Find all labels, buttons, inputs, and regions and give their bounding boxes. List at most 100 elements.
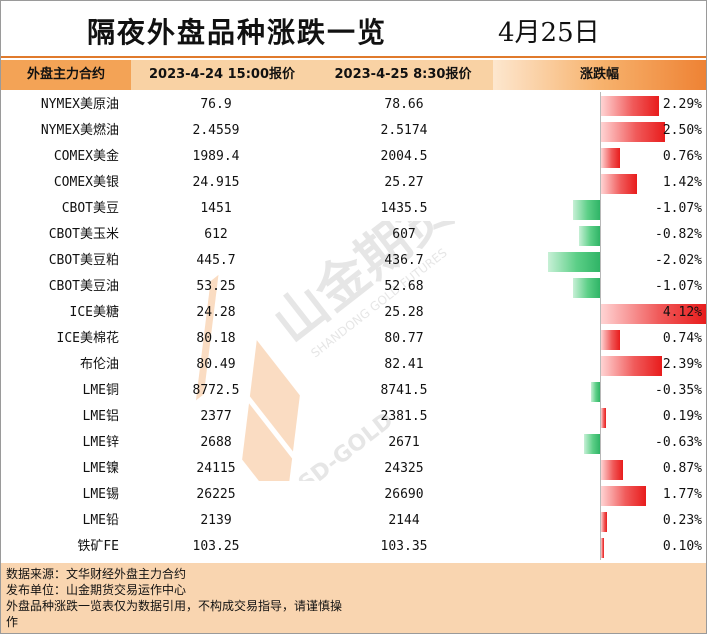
change-bar — [601, 512, 607, 532]
change-percent: 2.39% — [662, 357, 702, 372]
table-row: NYMEX美原油 76.9 78.66 2.29% — [1, 92, 706, 118]
contract-name: LME铝 — [82, 409, 119, 424]
table-row: LME铝 2377 2381.5 0.19% — [1, 404, 706, 430]
contract-name: LME铜 — [82, 383, 119, 398]
price-prev: 24115 — [196, 461, 236, 476]
header-price-2: 2023-4-25 8:30报价 — [313, 60, 493, 90]
price-prev: 8772.5 — [192, 383, 240, 398]
contract-name: LME铅 — [82, 513, 119, 528]
change-percent: 4.12% — [662, 305, 702, 320]
contract-name: NYMEX美原油 — [40, 97, 119, 112]
price-latest: 25.27 — [384, 175, 424, 190]
price-latest: 80.77 — [384, 331, 424, 346]
footer-disclaimer-cont: 作 — [6, 615, 19, 629]
change-bar — [572, 278, 600, 298]
footer-source: 数据来源：文华财经外盘主力合约 — [6, 567, 187, 581]
price-prev: 1989.4 — [192, 149, 240, 164]
quote-table: NYMEX美原油 76.9 78.66 2.29% NYMEX美燃油 2.4559 2.51… — [1, 92, 706, 560]
contract-name: 铁矿FE — [77, 539, 119, 554]
price-prev: 26225 — [196, 487, 236, 502]
change-bar — [601, 148, 621, 168]
contract-name: LME锡 — [82, 487, 119, 502]
table-row: 铁矿FE 103.25 103.35 0.10% — [1, 534, 706, 560]
change-bar — [601, 356, 662, 376]
price-latest: 2671 — [388, 435, 420, 450]
price-latest: 607 — [392, 227, 416, 242]
change-percent: 2.29% — [662, 97, 702, 112]
change-percent: -1.07% — [655, 279, 702, 294]
table-row: NYMEX美燃油 2.4559 2.5174 2.50% — [1, 118, 706, 144]
contract-name: CBOT美玉米 — [48, 227, 119, 242]
table-row: LME锡 26225 26690 1.77% — [1, 482, 706, 508]
change-bar — [572, 200, 600, 220]
price-prev: 24.28 — [196, 305, 236, 320]
change-bar — [601, 486, 647, 506]
price-prev: 2139 — [200, 513, 232, 528]
price-latest: 1435.5 — [380, 201, 428, 216]
contract-name: LME镍 — [82, 461, 119, 476]
price-latest: 2144 — [388, 513, 420, 528]
price-prev: 103.25 — [192, 539, 240, 554]
table-row: CBOT美豆 1451 1435.5 -1.07% — [1, 196, 706, 222]
contract-name: NYMEX美燃油 — [40, 123, 119, 138]
change-bar — [579, 226, 600, 246]
header-change: 涨跌幅 — [493, 60, 706, 90]
price-prev: 80.18 — [196, 331, 236, 346]
change-percent: 0.87% — [662, 461, 702, 476]
title-bar: 隔夜外盘品种涨跌一览 4月25日 — [1, 1, 706, 58]
header-price-1: 2023-4-24 15:00报价 — [131, 60, 313, 90]
price-latest: 26690 — [384, 487, 424, 502]
change-percent: -2.02% — [655, 253, 702, 268]
table-row: 布伦油 80.49 82.41 2.39% — [1, 352, 706, 378]
table-row: LME铅 2139 2144 0.23% — [1, 508, 706, 534]
price-latest: 436.7 — [384, 253, 424, 268]
change-percent: -0.35% — [655, 383, 702, 398]
price-prev: 76.9 — [200, 97, 232, 112]
table-row: ICE美糖 24.28 25.28 4.12% — [1, 300, 706, 326]
contract-name: CBOT美豆 — [61, 201, 119, 216]
price-latest: 2381.5 — [380, 409, 428, 424]
price-latest: 2004.5 — [380, 149, 428, 164]
price-prev: 1451 — [200, 201, 232, 216]
price-prev: 80.49 — [196, 357, 236, 372]
price-latest: 24325 — [384, 461, 424, 476]
contract-name: LME锌 — [82, 435, 119, 450]
change-percent: 0.19% — [662, 409, 702, 424]
price-prev: 53.25 — [196, 279, 236, 294]
contract-name: 布伦油 — [79, 357, 119, 372]
price-prev: 2.4559 — [192, 123, 240, 138]
change-percent: 0.23% — [662, 513, 702, 528]
change-bar — [601, 122, 665, 142]
change-percent: -0.63% — [655, 435, 702, 450]
change-percent: 2.50% — [662, 123, 702, 138]
table-header: 外盘主力合约 2023-4-24 15:00报价 2023-4-25 8:30报… — [1, 60, 706, 90]
table-row: CBOT美玉米 612 607 -0.82% — [1, 222, 706, 248]
change-bar — [601, 96, 660, 116]
change-bar — [591, 382, 600, 402]
contract-name: CBOT美豆油 — [48, 279, 119, 294]
change-percent: 0.74% — [662, 331, 702, 346]
price-latest: 78.66 — [384, 97, 424, 112]
price-prev: 612 — [204, 227, 228, 242]
change-percent: 1.42% — [662, 175, 702, 190]
change-axis — [600, 92, 601, 560]
change-bar — [548, 252, 600, 272]
contract-name: ICE美棉花 — [56, 331, 119, 346]
change-bar — [601, 408, 606, 428]
contract-name: ICE美糖 — [69, 305, 119, 320]
price-latest: 52.68 — [384, 279, 424, 294]
price-prev: 2688 — [200, 435, 232, 450]
change-percent: -1.07% — [655, 201, 702, 216]
table-row: CBOT美豆粕 445.7 436.7 -2.02% — [1, 248, 706, 274]
price-prev: 445.7 — [196, 253, 236, 268]
footer-publisher: 发布单位：山金期货交易运作中心 — [6, 583, 187, 597]
footer-disclaimer: 外盘品种涨跌一览表仅为数据引用，不构成交易指导，请谨慎操 — [6, 599, 343, 613]
price-latest: 82.41 — [384, 357, 424, 372]
change-percent: 0.76% — [662, 149, 702, 164]
table-row: COMEX美金 1989.4 2004.5 0.76% — [1, 144, 706, 170]
price-prev: 2377 — [200, 409, 232, 424]
price-latest: 25.28 — [384, 305, 424, 320]
change-bar — [601, 330, 620, 350]
table-row: CBOT美豆油 53.25 52.68 -1.07% — [1, 274, 706, 300]
